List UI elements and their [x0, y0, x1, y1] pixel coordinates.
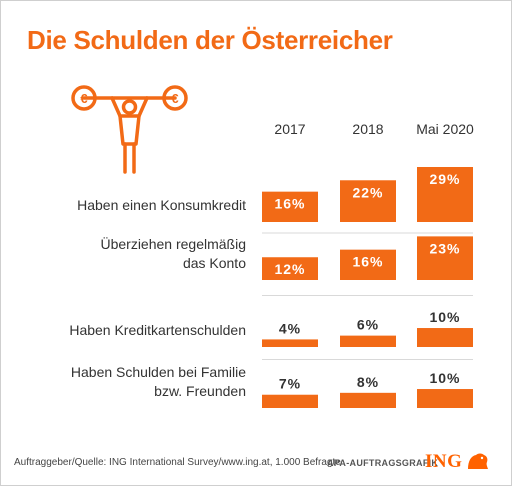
data-bar — [417, 328, 473, 347]
row-label: Haben Schulden bei Familie — [71, 364, 246, 380]
row-label: Haben Kreditkartenschulden — [69, 322, 246, 338]
ing-logo: ING — [425, 449, 495, 473]
data-label: 29% — [429, 171, 460, 187]
data-label: 22% — [352, 184, 383, 200]
weightlifter-euro-icon: € € — [62, 76, 197, 176]
row-label: Überziehen regelmäßig — [100, 235, 246, 252]
data-label: 7% — [279, 376, 301, 392]
data-label: 16% — [274, 196, 305, 212]
row-label: bzw. Freunden — [154, 383, 246, 399]
data-bar — [262, 394, 318, 408]
row-label: Haben einen Konsumkredit — [77, 197, 246, 213]
year-header: Mai 2020 — [416, 121, 474, 137]
data-bar — [417, 167, 473, 222]
data-label: 4% — [279, 320, 301, 336]
graphic-credit: APA-AUFTRAGSGRAFIK — [327, 458, 439, 468]
data-label: 23% — [429, 240, 460, 256]
page-title: Die Schulden der Österreicher — [27, 25, 393, 55]
data-bar — [340, 180, 396, 222]
row-label: das Konto — [183, 255, 246, 271]
year-header: 2018 — [352, 121, 383, 137]
year-header: 2017 — [274, 121, 305, 137]
data-bar — [340, 392, 396, 408]
data-label: 10% — [429, 309, 460, 325]
data-label: 6% — [357, 317, 379, 333]
data-label: 12% — [274, 261, 305, 277]
source-note: Auftraggeber/Quelle: ING International S… — [14, 457, 341, 468]
lion-icon — [468, 453, 488, 469]
data-label: 10% — [429, 370, 460, 386]
data-bar — [417, 236, 473, 280]
data-bar — [340, 249, 396, 280]
data-label: 8% — [357, 374, 379, 390]
data-bar — [340, 335, 396, 347]
data-label: 16% — [352, 254, 383, 270]
data-bar — [262, 339, 318, 347]
logo-text: ING — [425, 451, 463, 472]
data-bar — [262, 257, 318, 280]
euro-symbol-left: € — [80, 91, 87, 106]
data-bar — [262, 191, 318, 222]
data-bar — [417, 389, 473, 408]
euro-symbol-right: € — [171, 91, 178, 106]
